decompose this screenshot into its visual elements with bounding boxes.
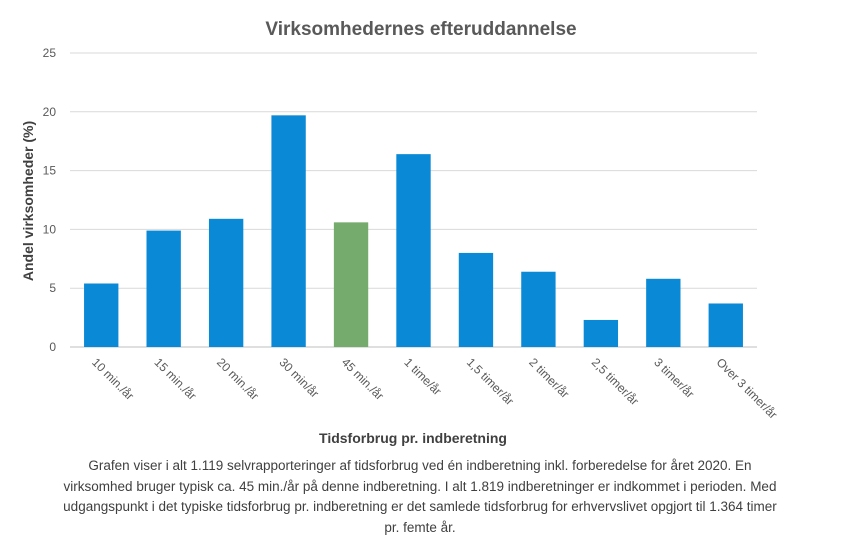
bar <box>458 252 494 347</box>
y-tick-label: 10 <box>43 222 57 236</box>
y-axis-title: Andel virksomheder (%) <box>20 121 36 281</box>
x-axis-ticks: 10 min./år 15 min./år 20 min./år 30 min/år 4… <box>89 355 780 421</box>
x-tick-label: 1 time/år <box>401 355 444 398</box>
chart-title: Virksomhedernes efteruddannelse <box>265 19 576 40</box>
bar <box>146 230 181 347</box>
x-tick-label: 2,5 timer/år <box>589 355 642 408</box>
y-tick-label: 20 <box>43 105 57 119</box>
x-axis-title: Tidsforbrug pr. indberetning <box>319 430 507 446</box>
chart-caption: Grafen viser i alt 1.119 selvrapporterin… <box>63 458 777 535</box>
y-tick-label: 15 <box>43 164 57 178</box>
y-tick-label: 25 <box>43 46 57 60</box>
x-tick-label: 3 timer/år <box>651 355 697 401</box>
bar <box>333 222 369 347</box>
bar <box>708 303 743 347</box>
bar <box>521 271 556 347</box>
x-tick-label: 2 timer/år <box>526 355 572 401</box>
y-axis-ticks: 0 5 10 15 20 25 <box>43 46 57 354</box>
y-tick-label: 0 <box>49 340 56 354</box>
x-tick-label: 45 min./år <box>339 355 387 403</box>
x-tick-label: 20 min./år <box>214 355 262 403</box>
x-tick-label: 30 min/år <box>276 355 321 400</box>
bar <box>396 154 431 347</box>
y-tick-label: 5 <box>49 281 56 295</box>
x-tick-label: 1,5 timer/år <box>464 355 517 408</box>
bars <box>84 115 743 347</box>
bar <box>208 218 244 347</box>
x-tick-label: 15 min./år <box>152 355 200 403</box>
x-tick-label: Over 3 timer/år <box>714 355 780 421</box>
bar <box>271 115 306 347</box>
x-tick-label: 10 min./år <box>89 355 137 403</box>
bar <box>646 278 681 347</box>
bar <box>84 283 119 347</box>
bar <box>583 319 619 347</box>
